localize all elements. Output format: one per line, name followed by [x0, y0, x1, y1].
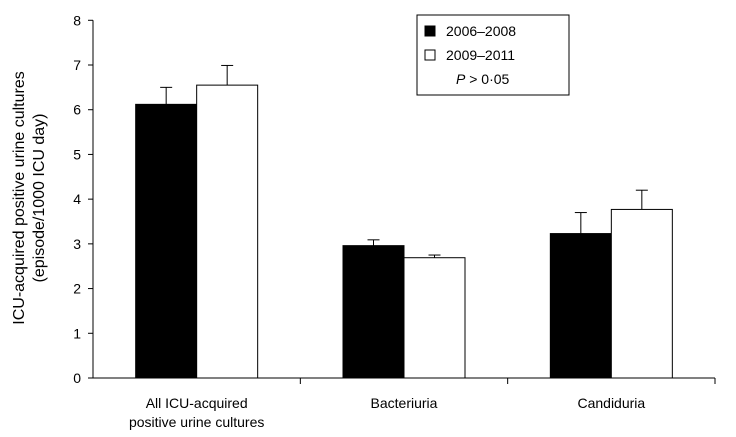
legend-box [416, 14, 570, 96]
y-tick-label: 7 [73, 57, 81, 73]
legend-swatch-2006-2008 [424, 25, 436, 37]
y-axis-label-line-1: ICU-acquired positive urine cultures [11, 71, 28, 324]
y-tick-label: 1 [73, 325, 81, 341]
legend-label-2006-2008: 2006–2008 [446, 23, 516, 39]
y-tick-label: 5 [73, 146, 81, 162]
x-category-label: Candiduria [577, 395, 645, 411]
x-category-label: All ICU-acquired positive urine cultures [129, 395, 264, 430]
bar-2009-2011 [403, 257, 466, 379]
y-tick-label: 2 [73, 281, 81, 297]
y-axis-label-line-2: (episode/1000 ICU day) [31, 114, 48, 283]
x-axis: All ICU-acquired positive urine cultures B… [93, 377, 716, 430]
x-category-label: Bacteriuria [371, 395, 438, 411]
y-tick-label: 0 [73, 370, 81, 386]
bar-2009-2011 [196, 84, 259, 379]
p-value-text: > 0·05 [465, 71, 509, 87]
y-axis: 0 1 2 3 4 5 6 7 8 [73, 12, 94, 386]
bars [135, 84, 673, 379]
y-tick-label: 6 [73, 102, 81, 118]
legend: 2006–2008 2009–2011 P > 0·05 [416, 14, 570, 96]
bar-2006-2008 [135, 103, 198, 379]
p-value-annotation: P > 0·05 [456, 71, 510, 87]
bar-2009-2011 [610, 208, 673, 379]
error-bars [160, 64, 648, 258]
legend-swatch-2009-2011 [424, 49, 436, 61]
bar-2006-2008 [342, 245, 405, 379]
bar-2006-2008 [549, 233, 612, 379]
y-tick-label: 4 [73, 191, 81, 207]
p-value-symbol: P [456, 71, 466, 87]
y-tick-label: 3 [73, 236, 81, 252]
y-tick-label: 8 [73, 12, 81, 28]
legend-label-2009-2011: 2009–2011 [446, 47, 515, 63]
